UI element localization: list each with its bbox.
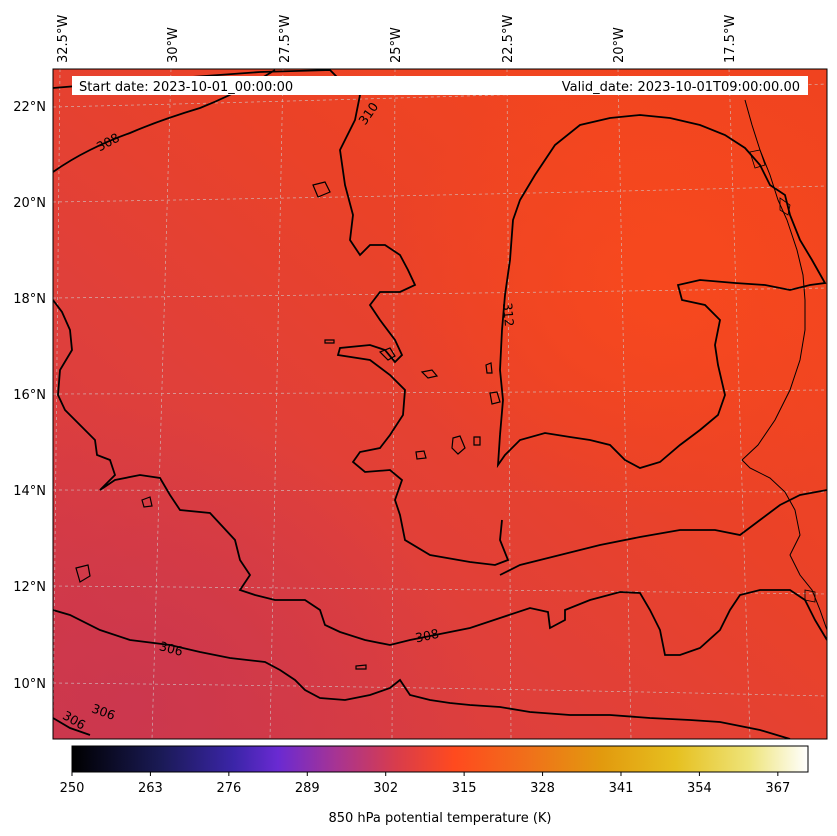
lon-label: 22.5°W [501, 15, 516, 63]
lat-label: 18°N [13, 292, 46, 307]
contour-312 [496, 114, 827, 469]
gridlines [53, 69, 827, 739]
lon-label: 20°W [612, 27, 627, 63]
coastlines [75, 99, 827, 670]
contour-308-east [499, 489, 827, 576]
contour-label-306-west: 306 [158, 638, 185, 659]
potential-temperature-field [53, 69, 827, 739]
contour-306-sw [53, 717, 91, 736]
lon-label: 32.5°W [56, 15, 71, 63]
contour-label-308-south: 308 [414, 626, 441, 646]
lon-label: 30°W [166, 27, 181, 63]
longitude-labels: 32.5°W 30°W 27.5°W 25°W 22.5°W 20°W 17.5… [56, 15, 738, 63]
lat-label: 10°N [13, 677, 46, 692]
colorbar-tick-label: 250 [60, 781, 85, 796]
colorbar-label: 850 hPa potential temperature (K) [328, 811, 551, 826]
colorbar-tick-label: 354 [687, 781, 712, 796]
colorbar-tick-label: 328 [530, 781, 555, 796]
contour-label-312: 312 [500, 302, 517, 327]
colorbar-tick-label: 302 [373, 781, 398, 796]
colorbar-gradient [71, 745, 809, 773]
lat-label: 22°N [13, 100, 46, 115]
island-cape-verde [378, 347, 396, 361]
colorbar-tick-label: 276 [216, 781, 241, 796]
map-frame [52, 68, 828, 740]
contour-306 [53, 609, 791, 739]
contour-310 [53, 69, 510, 566]
lon-label: 17.5°W [723, 15, 738, 63]
lat-label: 14°N [13, 484, 46, 499]
colorbar-ticks: 250 263 276 289 302 315 328 341 354 367 [60, 772, 790, 796]
latitude-labels: 22°N 20°N 18°N 16°N 14°N 12°N 10°N [13, 100, 46, 692]
colorbar-tick-label: 315 [452, 781, 477, 796]
lat-label: 20°N [13, 196, 46, 211]
contour-308-main [53, 299, 827, 656]
lon-label: 27.5°W [278, 15, 293, 63]
colorbar-tick-label: 367 [765, 781, 790, 796]
date-info-box [72, 76, 808, 95]
african-coastline [741, 99, 827, 631]
colorbar-tick-label: 341 [609, 781, 634, 796]
lat-label: 16°N [13, 388, 46, 403]
colorbar-tick-label: 263 [138, 781, 163, 796]
lat-label: 12°N [13, 580, 46, 595]
lon-label: 25°W [389, 27, 404, 63]
valid-date-text: Valid_date: 2023-10-01T09:00:00.00 [562, 80, 800, 95]
start-date-text: Start date: 2023-10-01_00:00:00 [79, 80, 293, 95]
colorbar-tick-label: 289 [295, 781, 320, 796]
colorbar: 250 263 276 289 302 315 328 341 354 367 850 hPa p… [60, 745, 809, 826]
